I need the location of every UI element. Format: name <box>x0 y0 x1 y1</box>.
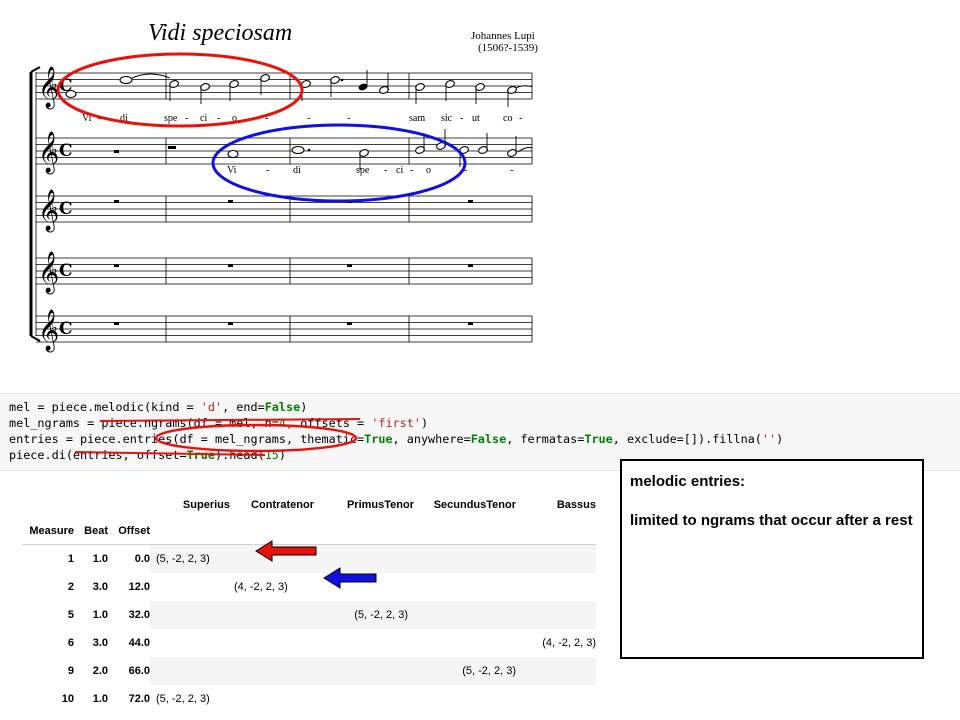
code-red-ellipse <box>154 423 358 453</box>
treble-clef-icon: 𝄞 <box>38 66 59 109</box>
code-line-3: entries = piece.entries(df = mel_ngrams,… <box>9 432 784 446</box>
svg-text:ut: ut <box>472 113 480 124</box>
table-row: 2 3.0 12.0 (4, -2, 2, 3) <box>67 581 288 593</box>
svg-text:co: co <box>503 113 512 124</box>
composer-name: Johannes Lupi <box>471 30 535 42</box>
svg-text:-: - <box>464 165 467 176</box>
treble-clef-icon: 𝄞 <box>38 251 59 294</box>
flat-key-signature-icon: ♭ <box>51 77 58 93</box>
table-row: 9 2.0 66.0 (5, -2, 2, 3) <box>22 657 596 685</box>
svg-text:-: - <box>384 165 387 176</box>
composer-dates: (1506?-1539) <box>478 42 538 54</box>
svg-text:-: - <box>185 113 188 124</box>
svg-text:sic: sic <box>441 113 453 124</box>
svg-text:-: - <box>307 113 310 124</box>
lyrics-superius: Vi - di spe - ci - o - - - sam sic - ut … <box>82 113 522 124</box>
blue-highlight-ellipse <box>211 123 467 203</box>
table-row: 6 3.0 44.0 (4, -2, 2, 3) <box>67 637 596 649</box>
red-highlight-ellipse <box>56 52 304 128</box>
col-header: Bassus <box>556 499 596 511</box>
lyrics-contratenor: Vi - di spe - ci - o - - <box>227 165 513 176</box>
treble-clef-icon: 𝄞 <box>38 309 59 352</box>
table-row: 1 1.0 0.0 (5, -2, 2, 3) <box>22 544 596 573</box>
col-header: Superius <box>182 499 230 511</box>
common-time-icon: C <box>59 141 73 161</box>
svg-text:ci: ci <box>396 165 403 176</box>
svg-text:-: - <box>460 113 463 124</box>
svg-text:-: - <box>266 165 269 176</box>
score-title: Vidi speciosam <box>148 20 292 46</box>
red-arrow <box>255 540 317 562</box>
svg-text:o: o <box>426 165 431 176</box>
index-name: Offset <box>108 518 150 545</box>
note-title: melodic entries: <box>630 473 746 490</box>
entries-dataframe: Superius Contratenor PrimusTenor Secundu… <box>22 492 596 713</box>
treble-clef-icon: 𝄞 <box>38 189 59 232</box>
flat-key-signature-icon: ♭ <box>51 320 58 336</box>
svg-text:spe: spe <box>164 113 178 124</box>
code-line-4: piece.di(entries, offset=True).head(15) <box>9 448 287 462</box>
svg-text:-: - <box>265 113 268 124</box>
col-header: PrimusTenor <box>346 499 414 511</box>
column-header-row: Superius Contratenor PrimusTenor Secundu… <box>22 492 596 518</box>
music-score: Vidi speciosam Johannes Lupi (1506?-1539… <box>29 20 538 352</box>
index-name: Beat <box>74 518 108 545</box>
code-text: mel = piece.melodic(kind = 'd', end=Fals… <box>0 394 960 463</box>
strike-line-4 <box>74 451 266 456</box>
superius-notes <box>65 70 533 107</box>
treble-clef-icon: 𝄞 <box>38 131 59 174</box>
index-name: Measure <box>22 518 74 545</box>
table-row: 5 1.0 32.0 (5, -2, 2, 3) <box>22 601 596 629</box>
common-time-icon: C <box>59 319 73 339</box>
col-header: Contratenor <box>251 499 314 511</box>
system-bracket <box>29 66 41 342</box>
note-body: limited to ngrams that occur after a res… <box>630 512 913 529</box>
svg-text:Vi: Vi <box>82 113 92 124</box>
contratenor-notes <box>114 129 533 170</box>
common-time-icon: C <box>59 261 73 281</box>
strike-line-2 <box>99 418 361 422</box>
table-row: 10 1.0 72.0 (5, -2, 2, 3) <box>61 693 210 705</box>
svg-text:Vi: Vi <box>227 165 237 176</box>
flat-key-signature-icon: ♭ <box>51 142 58 158</box>
index-names-row: Measure Beat Offset <box>22 518 596 545</box>
svg-text:o: o <box>232 113 237 124</box>
svg-text:-: - <box>519 113 522 124</box>
svg-text:sam: sam <box>409 113 425 124</box>
code-cell[interactable]: mel = piece.melodic(kind = 'd', end=Fals… <box>0 393 960 471</box>
svg-text:-: - <box>410 165 413 176</box>
blue-arrow <box>323 567 377 589</box>
flat-key-signature-icon: ♭ <box>51 262 58 278</box>
svg-text:spe: spe <box>356 165 370 176</box>
code-annotations <box>74 418 361 456</box>
svg-text:di: di <box>120 113 128 124</box>
rests-lower-staves <box>114 200 473 325</box>
svg-text:-: - <box>217 113 220 124</box>
svg-text:-: - <box>510 165 513 176</box>
svg-text:ci: ci <box>200 113 207 124</box>
svg-text:-: - <box>347 113 350 124</box>
col-header: SecundusTenor <box>433 499 516 511</box>
common-time-icon: C <box>59 199 73 219</box>
flat-key-signature-icon: ♭ <box>51 200 58 216</box>
svg-text:di: di <box>293 165 301 176</box>
code-line-1: mel = piece.melodic(kind = 'd', end=Fals… <box>9 400 308 414</box>
annotation-note-box: melodic entries: limited to ngrams that … <box>620 459 924 659</box>
